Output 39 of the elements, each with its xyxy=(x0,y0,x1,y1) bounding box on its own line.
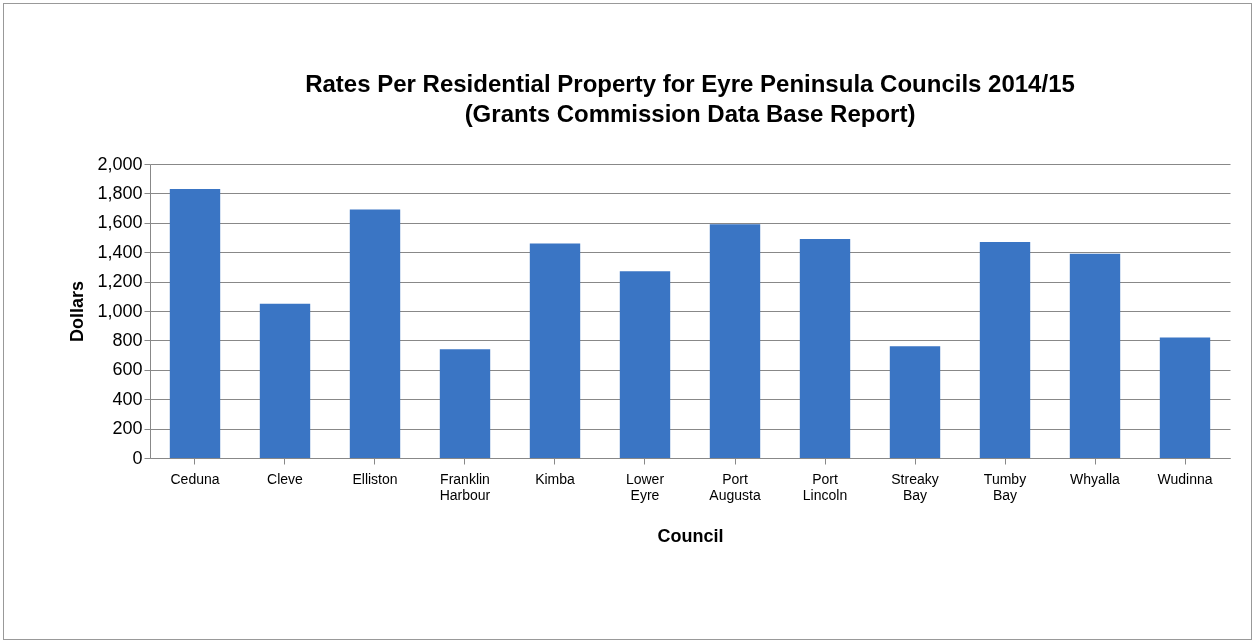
y-tick-label: 1,800 xyxy=(97,182,143,203)
bar xyxy=(439,349,491,458)
x-tick-label: Port Lincoln xyxy=(802,470,848,503)
bar xyxy=(619,271,671,458)
bar xyxy=(259,303,311,458)
x-tick-label: Kimba xyxy=(535,470,576,487)
bar xyxy=(529,243,581,458)
x-tick-label: Elliston xyxy=(352,470,398,487)
x-tick-label: Cleve xyxy=(267,470,304,487)
x-tick-label: Port Augusta xyxy=(709,470,761,503)
bar xyxy=(979,241,1031,458)
bar xyxy=(1159,337,1211,458)
x-tick-label: Tumby Bay xyxy=(983,470,1027,503)
x-tick-label: Streaky Bay xyxy=(891,470,939,503)
x-tick-label: Lower Eyre xyxy=(625,470,665,503)
chart-subtitle: (Grants Commission Data Base Report) xyxy=(464,100,916,127)
x-tick-label: Whyalla xyxy=(1070,470,1121,487)
bar xyxy=(169,188,221,458)
y-tick-label: 1,000 xyxy=(97,300,143,321)
y-axis-title: Dollars xyxy=(67,280,88,343)
y-tick-label: 400 xyxy=(112,388,143,409)
x-tick-label: Ceduna xyxy=(170,470,220,487)
bar xyxy=(889,346,941,458)
y-tick-label: 800 xyxy=(112,329,143,350)
bar xyxy=(349,209,401,458)
y-tick-label: 600 xyxy=(112,359,143,380)
x-axis-title: Council xyxy=(657,525,724,546)
y-tick-label: 0 xyxy=(132,447,143,468)
y-tick-label: 2,000 xyxy=(97,153,143,174)
x-tick-label: Wudinna xyxy=(1157,470,1213,487)
bar xyxy=(709,224,761,458)
y-tick-label: 1,600 xyxy=(97,212,143,233)
bar xyxy=(1069,253,1121,458)
chart-title: Rates Per Residential Property for Eyre Peninsula Councils 2014/15 xyxy=(305,70,1075,97)
bar xyxy=(799,238,851,458)
y-tick-label: 1,200 xyxy=(97,271,143,292)
y-tick-label: 200 xyxy=(112,418,143,439)
y-tick-label: 1,400 xyxy=(97,241,143,262)
x-tick-label: Franklin Harbour xyxy=(439,470,491,503)
